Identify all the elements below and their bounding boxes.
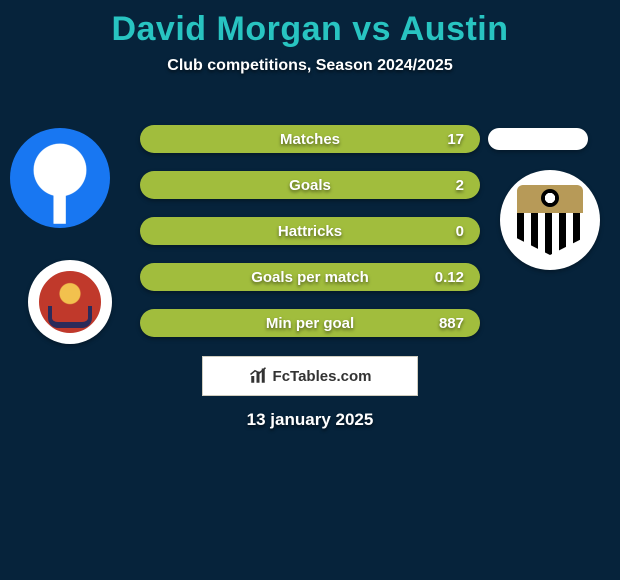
page-title: David Morgan vs Austin xyxy=(0,0,620,49)
stat-row: Goals 2 xyxy=(140,171,480,199)
player1-club-badge xyxy=(28,260,112,344)
accrington-stanley-crest-icon xyxy=(39,271,101,333)
vs-separator: vs xyxy=(352,10,391,48)
stat-value: 2 xyxy=(456,177,464,194)
stat-value: 17 xyxy=(447,131,464,148)
stat-row: Min per goal 887 xyxy=(140,309,480,337)
stat-label: Min per goal xyxy=(266,315,354,332)
player1-avatar xyxy=(10,128,110,228)
stat-label: Goals per match xyxy=(251,269,369,286)
stat-label: Goals xyxy=(289,177,331,194)
stat-value: 0.12 xyxy=(435,269,464,286)
stat-row: Hattricks 0 xyxy=(140,217,480,245)
stat-value: 887 xyxy=(439,315,464,332)
stat-value: 0 xyxy=(456,223,464,240)
stat-label: Hattricks xyxy=(278,223,342,240)
player1-name: David Morgan xyxy=(111,10,342,48)
player2-name: Austin xyxy=(400,10,509,48)
player2-club-badge xyxy=(500,170,600,270)
stat-row: Matches 17 xyxy=(140,125,480,153)
bar-chart-icon xyxy=(249,367,267,385)
stat-label: Matches xyxy=(280,131,340,148)
snapshot-date: 13 january 2025 xyxy=(247,410,374,430)
subtitle: Club competitions, Season 2024/2025 xyxy=(0,57,620,75)
player2-avatar xyxy=(488,128,588,150)
attribution-badge: FcTables.com xyxy=(202,356,418,396)
notts-county-crest-icon xyxy=(517,185,583,255)
comparison-infographic: David Morgan vs Austin Club competitions… xyxy=(0,0,620,580)
stats-bars: Matches 17 Goals 2 Hattricks 0 Goals per… xyxy=(140,125,480,355)
stat-row: Goals per match 0.12 xyxy=(140,263,480,291)
attribution-text: FcTables.com xyxy=(273,368,372,385)
